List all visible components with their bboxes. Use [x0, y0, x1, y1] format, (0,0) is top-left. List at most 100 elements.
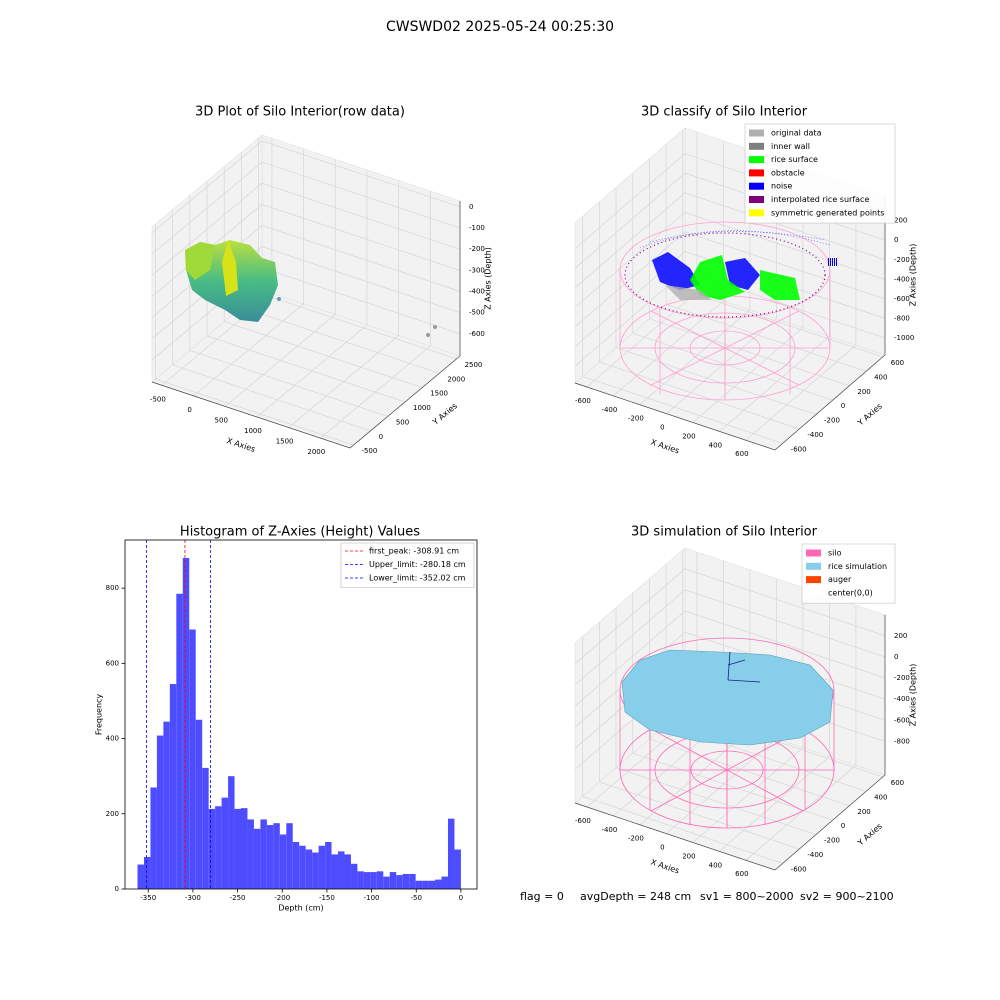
- histogram-bar: [176, 593, 183, 889]
- x-tick-label: 0: [660, 424, 664, 432]
- histogram-bar: [370, 872, 377, 889]
- grid-line: [151, 161, 461, 255]
- legend-label: center(0,0): [828, 588, 873, 597]
- y-tick-label: 1500: [430, 390, 448, 398]
- x-tick-label: -400: [601, 406, 617, 414]
- legend-swatch: [749, 129, 764, 137]
- grid-line: [574, 251, 886, 347]
- x-tick-label: 200: [682, 432, 695, 440]
- y-axis-label: Frequency: [95, 694, 104, 736]
- z-tick-label: -400: [469, 288, 485, 296]
- grid-line: [193, 148, 304, 397]
- x-tick-label: 1000: [244, 427, 262, 435]
- z-tick-label: -600: [894, 716, 910, 724]
- grid-line: [189, 195, 388, 417]
- y-tick-label: 0: [841, 822, 845, 830]
- x-tick-label: 200: [682, 852, 695, 860]
- grid-line: [615, 607, 817, 835]
- y-tick-label: -600: [791, 865, 807, 873]
- legend-swatch: [749, 196, 764, 203]
- y-tick-label: 1000: [413, 404, 431, 412]
- grid-line: [574, 568, 886, 665]
- grid-line: [574, 212, 886, 308]
- legend-swatch: [749, 156, 764, 164]
- grid-line: [155, 224, 354, 446]
- subplot-title: 3D Plot of Silo Interior(row data): [195, 105, 405, 120]
- z-tick-label: -200: [469, 245, 485, 253]
- histogram-bar: [363, 872, 371, 889]
- x-tick-label: 400: [709, 861, 722, 869]
- grid-line: [224, 159, 336, 407]
- histogram-bar: [447, 818, 455, 889]
- noise-cluster: [725, 258, 760, 290]
- grid-line: [223, 166, 423, 388]
- grid-line: [172, 209, 371, 432]
- status-flag: flag = 0: [520, 890, 564, 903]
- histogram-bar: [169, 684, 177, 889]
- histogram-bar: [260, 819, 267, 889]
- histogram-bar: [415, 880, 423, 889]
- y-tick-label: 400: [874, 373, 887, 381]
- outlier: [433, 325, 437, 329]
- histogram-bar: [182, 558, 190, 889]
- grid-line: [151, 225, 461, 318]
- histogram-bar: [292, 841, 300, 889]
- histogram-bar: [156, 735, 164, 889]
- histogram-bar: [240, 808, 248, 889]
- grid-line: [574, 192, 886, 289]
- grid-line: [151, 182, 461, 276]
- plot-frame: [124, 539, 478, 890]
- y-tick-label: 200: [857, 388, 870, 396]
- x-tick-label: 600: [735, 870, 748, 878]
- histogram-bar: [312, 852, 319, 889]
- histogram-bar: [389, 872, 397, 889]
- y-tick-label: -200: [824, 837, 840, 845]
- histogram-bar: [221, 797, 229, 889]
- grid-line: [632, 593, 833, 821]
- z-tick-label: 200: [894, 632, 907, 640]
- histogram-bar: [422, 880, 429, 889]
- histogram-bar: [150, 787, 157, 889]
- y-tick-label: 400: [874, 793, 887, 801]
- axis-line: [574, 195, 886, 451]
- legend-box: [744, 123, 896, 224]
- surface-cluster: [690, 255, 745, 300]
- z-tick-label: -200: [894, 256, 910, 264]
- legend-swatch: [749, 209, 764, 217]
- grid-line: [574, 589, 886, 686]
- grid-line: [574, 231, 886, 328]
- x-tick-label: -50: [411, 894, 422, 902]
- z-tick-label: -500: [469, 309, 485, 317]
- legend-label: first_peak: -308.91 cm: [369, 547, 459, 556]
- grid-line: [719, 176, 830, 432]
- y-tick-label: -500: [361, 447, 377, 455]
- x-tick-label: -600: [575, 397, 591, 405]
- legend-swatch: [749, 142, 764, 150]
- z-tick-label: -400: [894, 695, 910, 703]
- x-axis-label: Depth (cm): [278, 904, 323, 913]
- z-tick-label: -300: [469, 266, 485, 274]
- histogram-bar: [435, 879, 442, 889]
- legend-swatch: [749, 182, 764, 190]
- z-axis-label: Z Axies (Depth): [484, 247, 493, 310]
- legend-label: silo: [828, 549, 842, 558]
- x-tick-label: 2000: [307, 448, 325, 456]
- grid-line: [320, 191, 431, 439]
- x-tick-label: -200: [628, 835, 644, 843]
- grid-line: [615, 187, 817, 415]
- histogram-bar: [202, 767, 209, 889]
- grid-line: [599, 202, 800, 430]
- legend-label: Upper_limit: -280.18 cm: [369, 560, 466, 569]
- grid-line: [632, 173, 833, 401]
- outlier: [426, 333, 430, 337]
- x-tick-label: 0: [187, 406, 191, 414]
- legend-swatch: [806, 562, 821, 570]
- grid-line: [574, 610, 886, 707]
- grid-line: [745, 185, 857, 441]
- histogram-bar: [305, 849, 313, 889]
- histogram-bar: [228, 776, 235, 889]
- z-axis-label: Z Axies (Depth): [909, 244, 918, 307]
- y-tick-label: 200: [106, 810, 119, 818]
- histogram-bar: [266, 825, 274, 889]
- legend-swatch: [806, 589, 821, 597]
